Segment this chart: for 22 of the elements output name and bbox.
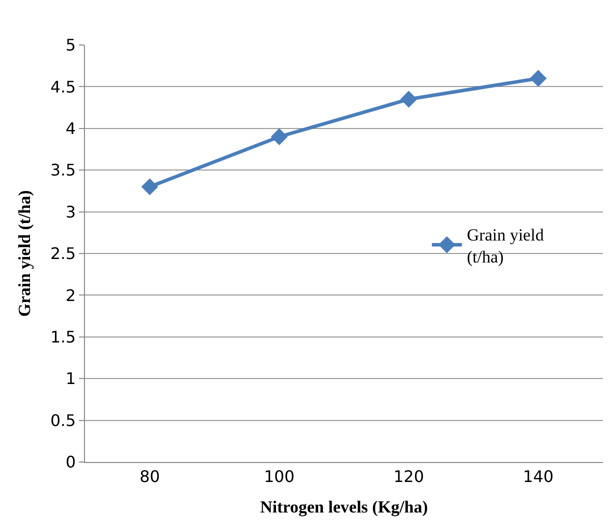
y-tick-label: 2.5 (50, 244, 76, 264)
y-tick-label: 3 (66, 202, 76, 222)
y-tick-label: 3.5 (50, 160, 76, 180)
x-tick-label: 100 (264, 467, 295, 486)
x-tick-label: 140 (522, 467, 554, 486)
y-tick-label: 2 (66, 286, 76, 305)
y-tick-label: 1 (66, 369, 76, 388)
y-tick-label: 0 (66, 452, 76, 472)
y-tick-label: 4.5 (50, 77, 76, 96)
y-tick-label: 4 (66, 119, 76, 138)
y-tick-label: 0.5 (50, 410, 76, 430)
x-axis-title: Nitrogen levels (Kg/ha) (260, 498, 428, 517)
point (141, 178, 158, 196)
point (530, 70, 547, 87)
y-tick-label: 1.5 (50, 328, 76, 346)
point (270, 128, 288, 146)
legend-label: Grain yield (t/ha) (466, 225, 544, 266)
y-axis-title: Grain yield (t/ha) (14, 190, 34, 317)
point (400, 90, 418, 108)
x-tick-label: 80 (140, 467, 160, 486)
y-tick-label: 5 (66, 36, 76, 55)
x-tick-label: 120 (393, 467, 424, 486)
